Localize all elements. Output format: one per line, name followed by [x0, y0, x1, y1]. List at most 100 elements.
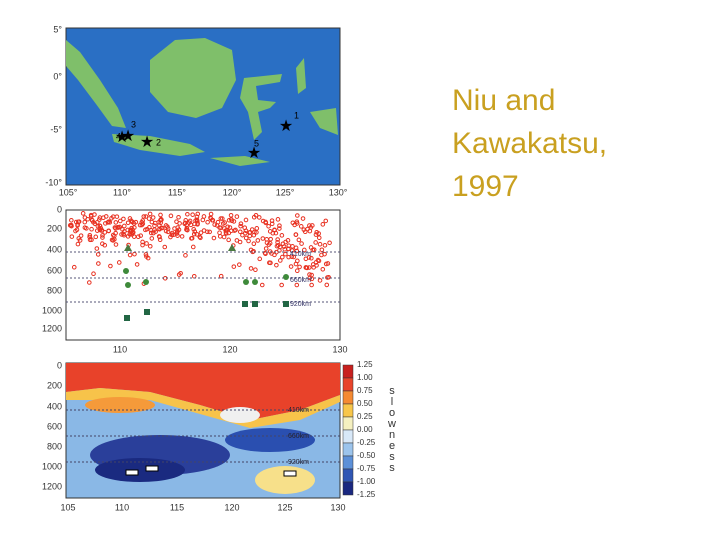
event [130, 219, 135, 225]
colorbar-step [342, 455, 354, 470]
event [263, 246, 269, 251]
event [210, 217, 215, 223]
event [175, 228, 180, 234]
event [189, 235, 195, 241]
event [286, 243, 292, 248]
event [302, 247, 307, 253]
event [296, 237, 302, 243]
event [277, 226, 282, 231]
station-label: 4 [116, 131, 121, 141]
event [89, 237, 94, 242]
square [242, 301, 248, 307]
event [195, 211, 201, 217]
land [150, 38, 236, 118]
tomography-panel [65, 362, 341, 499]
anomaly [225, 428, 315, 452]
event [309, 255, 314, 261]
station-label: 2 [156, 137, 161, 147]
station-star: ★ [279, 118, 293, 135]
event [263, 219, 268, 225]
event [190, 212, 195, 217]
event [184, 225, 190, 231]
triangle [228, 244, 236, 251]
event [109, 237, 115, 243]
lat-label: 0° [53, 71, 62, 81]
event [293, 261, 299, 267]
land [310, 108, 338, 135]
event [156, 234, 162, 239]
event [238, 221, 244, 227]
lon-label: 120° [223, 187, 242, 197]
event [80, 211, 86, 216]
lon-label: 110 [113, 344, 127, 354]
discontinuity-label: 920km [288, 459, 309, 466]
event [121, 231, 126, 237]
event [135, 234, 141, 240]
event [248, 266, 254, 271]
event [249, 227, 255, 232]
event [231, 219, 237, 224]
event [78, 233, 84, 238]
event [298, 224, 304, 229]
event [160, 225, 165, 231]
event [148, 227, 154, 233]
square [283, 301, 289, 307]
event [322, 242, 328, 248]
colorbar-label: 0.50 [357, 399, 373, 408]
lat-label: -10° [45, 177, 62, 187]
colorbar-step [342, 468, 354, 483]
colorbar-step [342, 429, 354, 444]
event [134, 262, 140, 267]
event [94, 228, 100, 233]
lon-label: 115° [168, 187, 186, 197]
event [93, 234, 99, 240]
event [205, 219, 210, 225]
event [226, 217, 232, 223]
event [264, 237, 269, 242]
green-dot [283, 274, 289, 280]
event [129, 231, 134, 237]
depth-label: 600 [47, 265, 62, 275]
event [279, 233, 285, 238]
event [148, 230, 154, 236]
depth-label: 1000 [42, 305, 62, 315]
event [101, 215, 106, 221]
event [280, 241, 286, 247]
event [279, 282, 284, 288]
lon-label: 130 [332, 344, 347, 354]
event [267, 229, 273, 234]
event [89, 226, 94, 232]
event [237, 229, 243, 235]
marker [145, 465, 159, 472]
colorbar: 1.25 1.00 0.75 0.50 0.25 0.00 -0.25 -0.50 -0.75 -… [342, 360, 398, 499]
event [293, 232, 299, 237]
event [69, 217, 74, 223]
event [147, 211, 153, 217]
event [275, 242, 281, 248]
event [240, 232, 245, 238]
event [256, 215, 262, 220]
event [218, 273, 224, 279]
event [82, 215, 88, 220]
event [243, 235, 249, 241]
event [119, 232, 124, 237]
green-dot [252, 279, 258, 285]
lon-label: 130° [329, 187, 348, 197]
event [89, 218, 95, 223]
event [143, 214, 149, 219]
depth-label: 0 [57, 360, 62, 370]
event [315, 257, 321, 263]
event [158, 217, 163, 223]
event [272, 227, 277, 233]
anomaly [66, 363, 340, 420]
event [162, 244, 168, 250]
event [309, 272, 314, 278]
event [127, 216, 133, 221]
event [99, 228, 105, 233]
event [226, 230, 232, 236]
event [238, 223, 243, 229]
event [226, 237, 231, 243]
event [289, 248, 295, 253]
title-line: 1997 [452, 170, 519, 203]
